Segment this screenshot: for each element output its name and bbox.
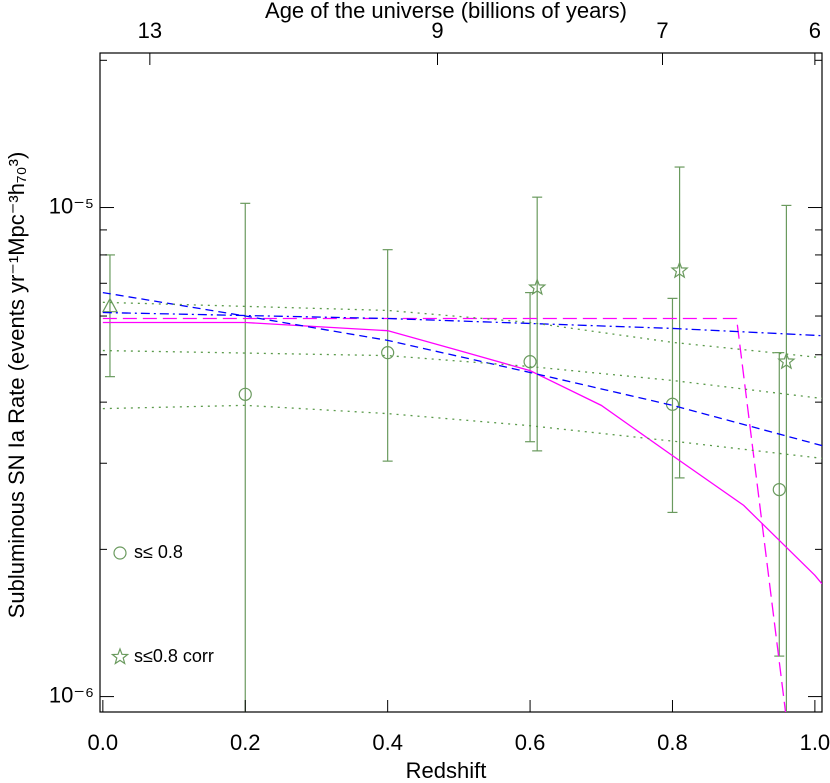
y-tick-label: 10⁻⁶ [49, 682, 94, 707]
model-line [102, 301, 822, 359]
point [772, 482, 786, 497]
point [777, 352, 796, 370]
point [110, 647, 130, 665]
point [101, 297, 118, 313]
x-tick-label: 1.0 [800, 730, 830, 755]
point [523, 355, 537, 369]
model-line [102, 311, 822, 337]
point [670, 260, 689, 279]
point [381, 346, 395, 360]
model-line [102, 321, 822, 585]
legend-label: s≤ 0.8 [134, 542, 183, 562]
point [238, 387, 252, 401]
model-line [102, 291, 822, 447]
plot-frame [99, 52, 823, 713]
legend-label: s≤0.8 corr [134, 646, 214, 666]
x-tick-label: 0.2 [230, 730, 261, 755]
x2-tick-label: 7 [656, 18, 668, 43]
y-axis-title: Subluminous SN Ia Rate (events yr⁻¹Mpc⁻³… [4, 152, 29, 619]
point [527, 277, 547, 296]
plot-area [101, 166, 822, 712]
legend-entry: s≤ 0.8 [113, 542, 183, 562]
model-line [102, 317, 787, 712]
x-tick-label: 0.6 [515, 730, 546, 755]
x2-tick-label: 13 [138, 18, 162, 43]
legend-entry: s≤0.8 corr [110, 646, 214, 666]
x2-tick-label: 6 [809, 18, 821, 43]
model-line [102, 349, 822, 400]
x-axis-title: Redshift [406, 758, 487, 783]
model-line [102, 404, 822, 459]
point [113, 546, 127, 560]
x-tick-label: 0.0 [88, 730, 119, 755]
x2-tick-label: 9 [431, 18, 443, 43]
x-tick-label: 0.4 [372, 730, 403, 755]
x2-axis-title: Age of the universe (billions of years) [265, 0, 627, 23]
x-tick-label: 0.8 [657, 730, 688, 755]
y-tick-label: 10⁻⁵ [49, 193, 94, 218]
